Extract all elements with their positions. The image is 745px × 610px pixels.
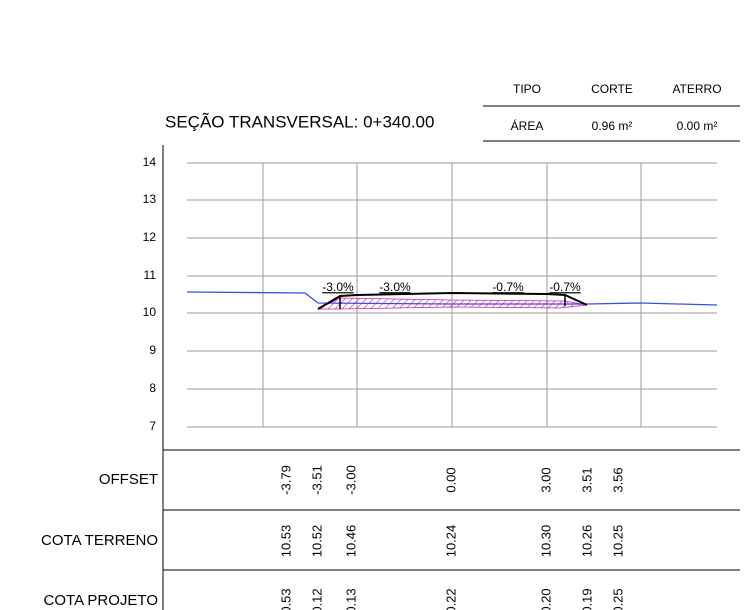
header-cell: ATERRO xyxy=(672,82,721,96)
cell-value: 0.20 xyxy=(538,588,553,610)
slope-label: -0.7% xyxy=(492,280,524,294)
row-label: COTA PROJETO xyxy=(44,592,158,609)
y-label: 7 xyxy=(149,419,156,433)
terrain-line xyxy=(186,291,718,306)
cell-value: 10.52 xyxy=(309,525,324,558)
cell-value: 0.00 xyxy=(443,467,458,492)
cell-value: -3.79 xyxy=(278,465,293,495)
cell-value: 0.25 xyxy=(610,588,625,610)
y-label: 14 xyxy=(143,155,157,169)
y-label: 10 xyxy=(143,305,157,319)
row-label: COTA TERRENO xyxy=(41,532,158,549)
cell-value: 10.46 xyxy=(343,525,358,558)
cell-value: 10.25 xyxy=(610,525,625,558)
data-table: OFFSET -3.79 -3.51 -3.00 0.00 3.00 3.51 3.56 COT… xyxy=(41,449,740,610)
cell-value: -3.51 xyxy=(309,465,324,495)
slope-labels: -3.0% -3.0% -0.7% -0.7% xyxy=(322,280,581,294)
cell-value: 0.13 xyxy=(343,588,358,610)
y-label: 12 xyxy=(143,230,157,244)
y-label: 11 xyxy=(144,268,157,282)
cell-value: 3.56 xyxy=(610,467,625,492)
cell-value: 3.51 xyxy=(579,467,594,492)
y-label: 8 xyxy=(149,381,156,395)
cell-value: 0.22 xyxy=(443,588,458,610)
section-title: SEÇÃO TRANSVERSAL: 0+340.00 xyxy=(165,112,434,131)
row-label: OFFSET xyxy=(99,471,158,488)
y-label: 9 xyxy=(149,343,156,357)
y-label: 13 xyxy=(143,192,157,206)
header-cell: CORTE xyxy=(591,82,633,96)
cell-value: 0.53 xyxy=(278,588,293,610)
cell-value: -3.00 xyxy=(343,465,358,495)
cell-value: 10.30 xyxy=(538,525,553,558)
cell-value: 10.53 xyxy=(278,525,293,558)
cell-value: 0.12 xyxy=(309,588,324,610)
slope-label: -0.7% xyxy=(549,280,581,294)
row-cell: 0.00 m² xyxy=(677,119,718,133)
cell-value: 10.24 xyxy=(443,525,458,558)
cell-value: 0.19 xyxy=(579,588,594,610)
row-cell: 0.96 m² xyxy=(592,119,633,133)
cell-value: 3.00 xyxy=(538,467,553,492)
header-cell: TIPO xyxy=(513,82,541,96)
slope-label: -3.0% xyxy=(379,280,411,294)
slope-label: -3.0% xyxy=(322,280,354,294)
cell-value: 10.26 xyxy=(579,525,594,558)
row-cell: ÁREA xyxy=(511,118,544,133)
